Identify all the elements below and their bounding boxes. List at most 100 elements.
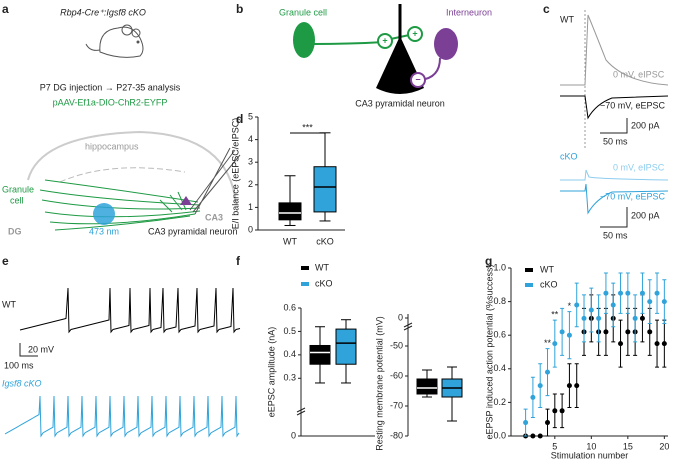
x-tick-label: 15 xyxy=(623,441,633,451)
x-tick-label: WT xyxy=(283,236,297,246)
scale-label: 200 pA xyxy=(631,120,660,130)
y-axis-label: E/I balance (eEPSC/eIPSC) xyxy=(230,118,240,230)
box xyxy=(309,344,331,365)
schematic-a: Rbp4-Cre⁺:Igsf8 cKO P7 DG injection → P2… xyxy=(2,7,241,236)
point xyxy=(545,369,551,375)
point xyxy=(654,290,660,296)
light-spot xyxy=(93,203,115,225)
granule-cell xyxy=(293,22,315,58)
scale-bar xyxy=(19,343,38,357)
y-tick-label: 0.0 xyxy=(493,430,506,440)
point xyxy=(625,329,631,335)
point xyxy=(603,290,609,296)
y-tick-label: 4 xyxy=(248,134,253,144)
box xyxy=(416,378,438,395)
y-tick-label: 3 xyxy=(248,157,253,167)
point xyxy=(647,299,653,305)
interneuron-label: Interneuron xyxy=(446,7,492,17)
circuit-b: Granule cell Interneuron + + − CA3 pyram… xyxy=(279,4,492,108)
point xyxy=(596,315,602,321)
group-label: cKO xyxy=(560,151,578,161)
point xyxy=(618,290,624,296)
x-axis-label: Stimulation number xyxy=(551,450,629,460)
legend-swatch xyxy=(301,266,309,270)
interneuron xyxy=(434,28,458,60)
point xyxy=(661,299,667,305)
pyramidal-label: CA3 pyramidal neuron xyxy=(148,226,238,236)
voltage-trace xyxy=(4,395,240,438)
point xyxy=(639,315,645,321)
point xyxy=(545,420,551,426)
box xyxy=(335,328,357,365)
point xyxy=(654,341,660,347)
synapse xyxy=(407,26,423,42)
panel-label: c xyxy=(543,2,550,16)
point xyxy=(618,341,624,347)
significance: ** xyxy=(551,309,559,319)
point xyxy=(559,329,565,335)
y-tick-label: 1 xyxy=(248,202,253,212)
point xyxy=(566,332,572,338)
dg-label: DG xyxy=(8,226,22,236)
y-tick-label: 0.4 xyxy=(283,349,296,359)
point xyxy=(581,315,587,321)
epsc-trace xyxy=(560,95,669,120)
panel-label: f xyxy=(236,254,241,268)
point xyxy=(537,433,543,439)
point xyxy=(530,433,536,439)
traces-c: WT 0 mV, eIPSC −70 mV, eEPSC 200 pA 50 m… xyxy=(560,10,669,240)
trace-label: −70 mV, eEPSC xyxy=(600,100,665,110)
legend-label: cKO xyxy=(540,279,558,289)
point xyxy=(603,329,609,335)
trace-label: −70 mV, eEPSC xyxy=(600,191,665,201)
point xyxy=(552,341,558,347)
panel-label: g xyxy=(485,254,492,268)
y-tick-label: 0.5 xyxy=(283,326,296,336)
y-tick-label: 0.6 xyxy=(493,330,506,340)
synapse xyxy=(377,33,393,49)
hippocampus-outline xyxy=(27,130,237,206)
granule-label: Granule cell xyxy=(279,7,327,17)
timeline: P7 DG injection → P27-35 analysis xyxy=(40,82,181,92)
legend-label: WT xyxy=(315,262,329,272)
x-tick-label: 20 xyxy=(659,441,669,451)
point xyxy=(610,302,616,308)
point xyxy=(661,341,667,347)
mossy-fiber xyxy=(313,41,385,45)
synapse-sign: + xyxy=(382,35,387,45)
group-label: WT xyxy=(560,14,574,24)
group-label: Igsf8 cKO xyxy=(2,378,42,388)
panel-label: a xyxy=(2,2,9,16)
y-tick-label: 5 xyxy=(248,111,253,121)
axis-break xyxy=(296,407,306,416)
y-tick-label: 0 xyxy=(398,312,403,322)
mouse-icon xyxy=(85,24,144,58)
box xyxy=(278,202,302,221)
interneuron-icon xyxy=(180,196,192,205)
point xyxy=(552,408,558,414)
trace-label: 0 mV, eIPSC xyxy=(613,162,665,172)
point xyxy=(625,290,631,296)
point xyxy=(559,408,565,414)
genotype: Rbp4-Cre⁺:Igsf8 cKO xyxy=(60,7,146,17)
legend-swatch xyxy=(525,283,533,287)
significance: *** xyxy=(302,122,313,132)
y-tick-label: -70 xyxy=(390,400,403,410)
synapse xyxy=(410,72,426,88)
y-axis-label: Resting membrane potential (mV) xyxy=(374,316,384,451)
synapse-sign: + xyxy=(412,28,417,38)
scale-label: 200 pA xyxy=(631,210,660,220)
point xyxy=(639,290,645,296)
x-tick-label: 5 xyxy=(552,441,557,451)
granule-label: Granule xyxy=(2,184,34,194)
panel-label: b xyxy=(236,2,243,16)
y-tick-label: 0 xyxy=(291,430,296,440)
point xyxy=(588,307,594,313)
box xyxy=(313,166,337,213)
scale-bar xyxy=(600,207,628,228)
hippocampus-inner xyxy=(59,167,186,183)
panel-label: e xyxy=(2,254,9,268)
point xyxy=(647,329,653,335)
y-tick-label: 0.8 xyxy=(493,296,506,306)
